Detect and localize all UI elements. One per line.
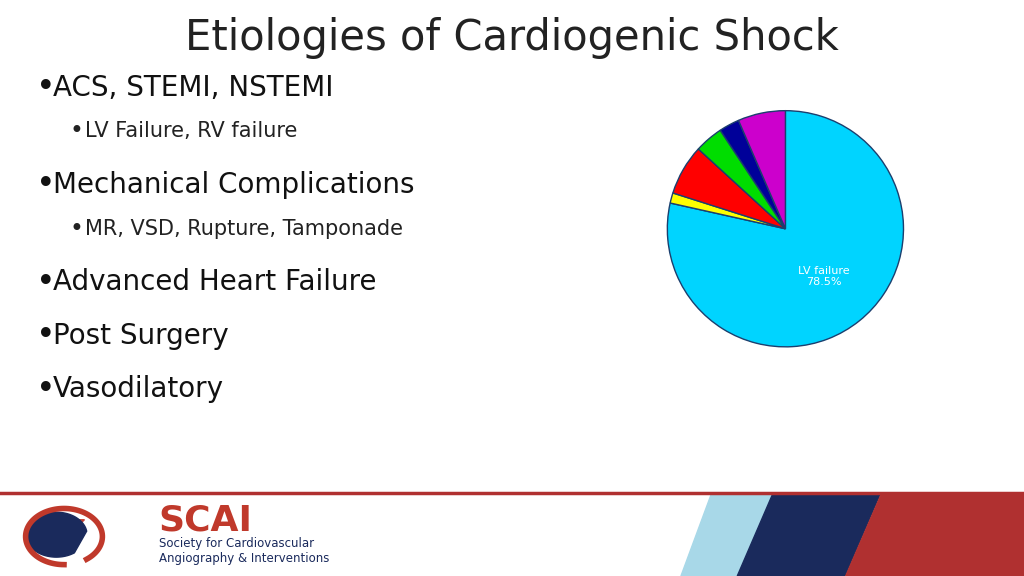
Text: •: • xyxy=(70,119,84,143)
Polygon shape xyxy=(26,512,87,557)
Wedge shape xyxy=(668,111,903,347)
Wedge shape xyxy=(673,149,785,229)
Wedge shape xyxy=(738,111,785,229)
Wedge shape xyxy=(698,130,785,229)
Text: •: • xyxy=(70,217,84,241)
Text: •: • xyxy=(36,266,55,299)
Text: VSD
3.9%: VSD 3.9% xyxy=(669,112,695,134)
Text: LV failure
78.5%: LV failure 78.5% xyxy=(798,266,850,287)
Text: Society for Cardiovascular
Angiography & Interventions: Society for Cardiovascular Angiography &… xyxy=(159,537,329,565)
Polygon shape xyxy=(845,493,1024,576)
Wedge shape xyxy=(720,120,785,229)
Text: •: • xyxy=(36,373,55,406)
Text: Advanced Heart Failure: Advanced Heart Failure xyxy=(53,268,377,296)
Wedge shape xyxy=(670,193,785,229)
Text: SCAI: SCAI xyxy=(159,503,253,537)
Polygon shape xyxy=(737,493,881,576)
Text: •: • xyxy=(36,168,55,202)
Text: Acute MR
6.9%: Acute MR 6.9% xyxy=(615,148,665,170)
Text: Rupture/tamponade
1.4%: Rupture/tamponade 1.4% xyxy=(547,181,651,203)
Text: LV Failure, RV failure: LV Failure, RV failure xyxy=(85,122,297,142)
Text: •: • xyxy=(36,71,55,104)
Text: Post Surgery: Post Surgery xyxy=(53,322,229,350)
Polygon shape xyxy=(681,493,773,576)
Text: •: • xyxy=(36,319,55,353)
Text: ACS, STEMI, NSTEMI: ACS, STEMI, NSTEMI xyxy=(53,74,334,101)
Text: Mechanical Complications: Mechanical Complications xyxy=(53,171,415,199)
Text: MR, VSD, Rupture, Tamponade: MR, VSD, Rupture, Tamponade xyxy=(85,219,403,239)
Text: Other
6.5%: Other 6.5% xyxy=(727,82,757,103)
Text: Etiologies of Cardiogenic Shock: Etiologies of Cardiogenic Shock xyxy=(185,17,839,59)
Text: RV shock
2.8%: RV shock 2.8% xyxy=(672,96,719,117)
Polygon shape xyxy=(33,520,84,542)
Text: Vasodilatory: Vasodilatory xyxy=(53,376,224,403)
